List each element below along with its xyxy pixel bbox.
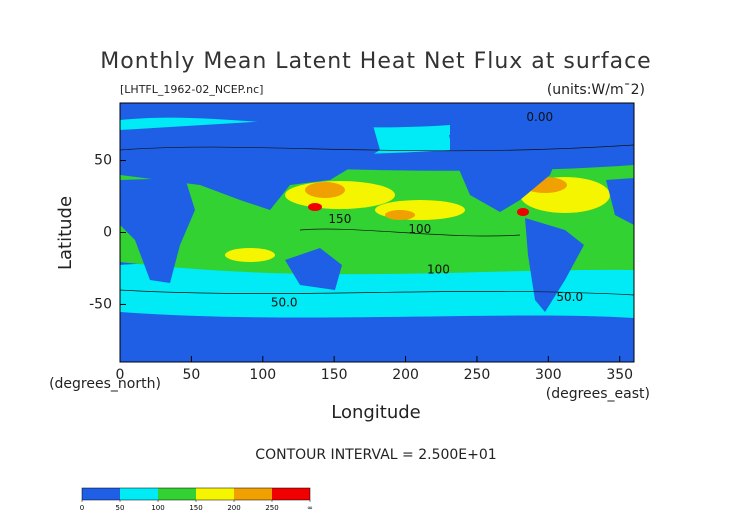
x-tick-label: 300 (535, 367, 562, 383)
colorbar-swatch (82, 488, 120, 500)
contour-label: 0.00 (526, 110, 553, 124)
contour-line (120, 144, 634, 296)
cyan-band (120, 262, 634, 318)
x-unit: (degrees_east) (546, 386, 650, 402)
colorbar-label: 100 (151, 504, 164, 512)
colorbar-label: 0 (80, 504, 84, 512)
x-axis-label: Longitude (331, 402, 421, 423)
yellow-area (225, 248, 275, 262)
chart-title: Monthly Mean Latent Heat Net Flux at sur… (100, 49, 651, 74)
contour-label: 50.0 (271, 296, 298, 310)
orange-area (305, 182, 345, 198)
contour-label: 150 (328, 212, 351, 226)
x-tick-label: 0 (116, 367, 125, 383)
land (120, 178, 195, 283)
map (120, 103, 634, 362)
contour-note: CONTOUR INTERVAL = 2.500E+01 (255, 447, 496, 463)
red-area (517, 208, 529, 216)
colorbar-label: 200 (227, 504, 240, 512)
colorbar-swatch (158, 488, 196, 500)
land (120, 330, 634, 362)
x-tick-label: 350 (606, 367, 633, 383)
contour-label: 50.0 (556, 290, 583, 304)
colorbar-swatch (120, 488, 158, 500)
y-unit: (degrees_north) (49, 376, 161, 392)
x-tick-label: 250 (464, 367, 491, 383)
x-tick-label: 200 (392, 367, 419, 383)
land (525, 218, 584, 312)
land (606, 178, 634, 225)
colorbar-swatch (234, 488, 272, 500)
y-tick-label: 0 (103, 225, 112, 241)
orange-area (385, 210, 415, 220)
contour-label: 100 (427, 262, 450, 276)
colorbar-swatch (196, 488, 234, 500)
y-tick-label: 50 (94, 153, 112, 169)
contour-label: 100 (408, 222, 431, 236)
colorbar-label: 250 (265, 504, 278, 512)
x-tick-label: 50 (182, 367, 200, 383)
colorbar-label: ∞ (307, 504, 313, 512)
y-tick-label: -50 (89, 296, 112, 312)
units: (units:W/m¯2) (547, 82, 645, 98)
x-tick-label: 100 (249, 367, 276, 383)
red-area (308, 203, 322, 211)
x-tick-label: 150 (321, 367, 348, 383)
colorbar-swatch (272, 488, 310, 500)
land (449, 125, 560, 212)
subtitle: [LHTFL_1962-02_NCEP.nc] (120, 83, 263, 96)
colorbar-label: 50 (116, 504, 125, 512)
y-axis-label: Latitude (55, 196, 76, 270)
land (285, 248, 342, 290)
land (120, 115, 380, 210)
colorbar-label: 150 (189, 504, 202, 512)
